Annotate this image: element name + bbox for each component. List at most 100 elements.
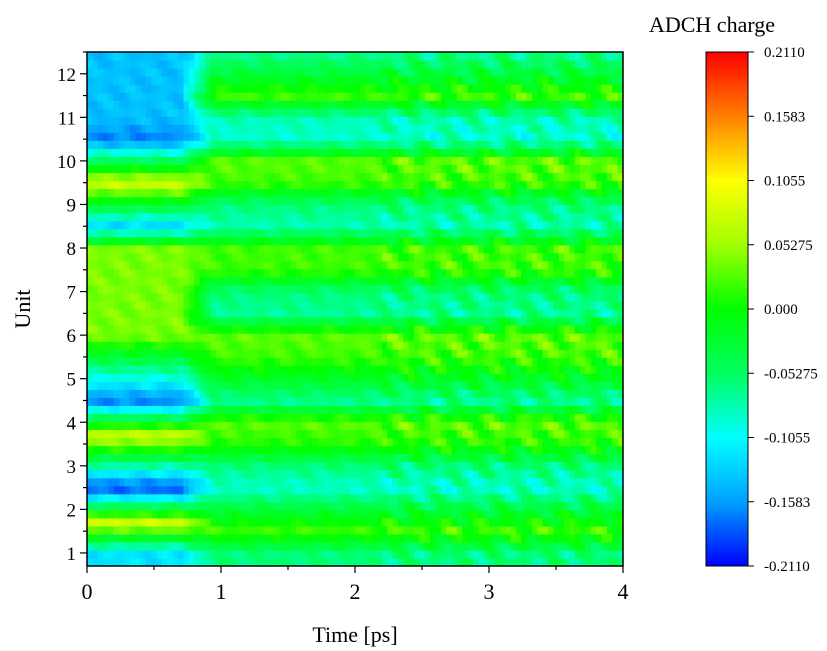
heatmap-cell <box>360 501 367 511</box>
heatmap-cell <box>274 309 281 318</box>
heatmap-cell <box>606 517 613 527</box>
heatmap-cell <box>381 317 388 326</box>
heatmap-cell <box>162 292 168 302</box>
heatmap-cell <box>178 300 185 310</box>
heatmap-cell <box>312 461 319 471</box>
heatmap-cell <box>124 309 131 318</box>
heatmap-cell <box>403 485 410 495</box>
heatmap-cell <box>296 357 302 366</box>
heatmap-cell <box>119 469 126 479</box>
heatmap-cell <box>590 228 597 238</box>
heatmap-cell <box>569 212 576 222</box>
heatmap-cell <box>606 389 613 398</box>
heatmap-cell <box>365 517 372 527</box>
heatmap-cell <box>151 220 158 230</box>
heatmap-cell <box>129 228 136 238</box>
heatmap-cell <box>194 365 201 374</box>
heatmap-cell <box>424 525 431 535</box>
heatmap-cell <box>537 437 544 447</box>
heatmap-cell <box>279 276 286 286</box>
heatmap-cell <box>365 333 372 342</box>
heatmap-cell <box>574 517 581 527</box>
heatmap-cell <box>344 437 351 447</box>
heatmap-cell <box>526 461 533 471</box>
heatmap-cell <box>231 541 238 551</box>
heatmap-cell <box>92 325 99 334</box>
heatmap-cell <box>435 445 442 455</box>
heatmap-cell <box>258 557 265 566</box>
heatmap-cell <box>221 196 227 206</box>
heatmap-cell <box>478 317 485 326</box>
heatmap-cell <box>124 333 131 342</box>
heatmap-cell <box>156 365 163 374</box>
heatmap-cell <box>408 268 415 278</box>
heatmap-cell <box>526 284 533 294</box>
heatmap-cell <box>178 413 185 423</box>
heatmap-cell <box>617 204 623 214</box>
heatmap-cell <box>435 501 442 511</box>
heatmap-cell <box>547 397 554 406</box>
heatmap-cell <box>510 325 517 334</box>
heatmap-cell <box>258 333 265 342</box>
heatmap-cell <box>403 196 410 206</box>
heatmap-cell <box>355 549 361 559</box>
heatmap-cell <box>129 501 136 511</box>
heatmap-cell <box>612 325 619 334</box>
heatmap-cell <box>387 357 394 366</box>
heatmap-cell <box>210 469 217 479</box>
heatmap-cell <box>269 252 276 262</box>
heatmap-cell <box>231 413 238 423</box>
heatmap-cell <box>462 413 469 423</box>
heatmap-cell <box>242 244 249 254</box>
heatmap-cell <box>430 317 436 326</box>
heatmap-cell <box>424 284 431 294</box>
heatmap-cell <box>145 485 152 495</box>
heatmap-cell <box>419 268 426 278</box>
heatmap-cell <box>553 284 560 294</box>
heatmap-cell <box>322 357 329 366</box>
heatmap-cell <box>381 413 388 423</box>
heatmap-cell <box>510 453 517 463</box>
heatmap-cell <box>446 405 453 415</box>
heatmap-cell <box>349 252 356 262</box>
heatmap-cell <box>151 557 158 566</box>
heatmap-cell <box>531 236 538 246</box>
heatmap-cell <box>124 501 131 511</box>
heatmap-cell <box>537 557 544 566</box>
heatmap-cell <box>237 268 244 278</box>
heatmap-cell <box>569 461 576 471</box>
heatmap-cell <box>242 445 249 455</box>
heatmap-cell <box>355 357 361 366</box>
heatmap-cell <box>156 252 163 262</box>
heatmap-cell <box>574 196 581 206</box>
heatmap-cell <box>365 292 372 302</box>
heatmap-cell <box>553 260 560 270</box>
heatmap-cell <box>194 317 201 326</box>
heatmap-cell <box>312 525 319 535</box>
heatmap-cell <box>526 276 533 286</box>
heatmap-cell <box>424 533 431 543</box>
heatmap-cell <box>258 357 265 366</box>
heatmap-cell <box>322 493 329 503</box>
heatmap-cell <box>392 509 399 519</box>
heatmap-cell <box>606 333 613 342</box>
heatmap-cell <box>515 485 522 495</box>
heatmap-cell <box>574 268 581 278</box>
heatmap-cell <box>247 533 254 543</box>
heatmap-cell <box>145 196 152 206</box>
heatmap-cell <box>494 204 501 214</box>
heatmap-cell <box>371 525 378 535</box>
heatmap-cell <box>338 357 345 366</box>
heatmap-cell <box>247 341 254 350</box>
heatmap-cell <box>510 469 517 479</box>
heatmap-cell <box>387 445 394 455</box>
heatmap-cell <box>328 453 335 463</box>
heatmap-cell <box>505 244 512 254</box>
heatmap-cell <box>601 445 608 455</box>
heatmap-cell <box>606 204 613 214</box>
heatmap-cell <box>365 421 372 431</box>
heatmap-cell <box>226 461 233 471</box>
heatmap-cell <box>413 469 420 479</box>
heatmap-cell <box>97 397 104 406</box>
heatmap-cell <box>92 172 99 182</box>
